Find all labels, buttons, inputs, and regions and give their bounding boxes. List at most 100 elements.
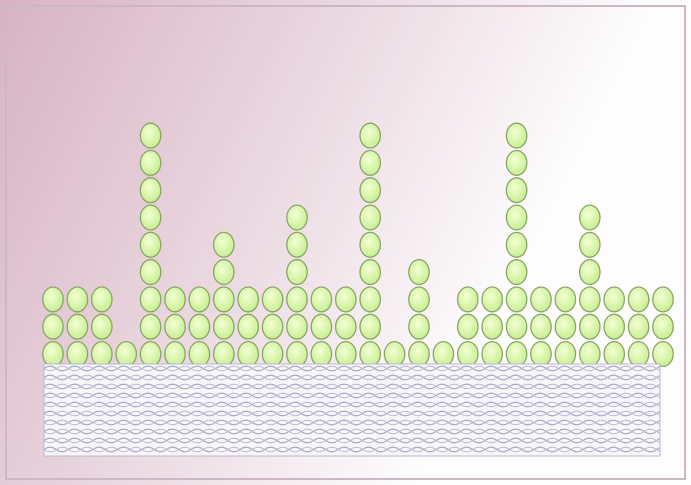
bar-bead xyxy=(603,313,626,340)
bar-bead xyxy=(212,340,235,368)
bar-bead xyxy=(578,286,601,313)
bar-bead xyxy=(359,340,382,368)
bar-bead xyxy=(188,340,211,368)
bar-bead xyxy=(261,340,284,368)
bar-column-11 xyxy=(286,204,308,368)
bar-bead xyxy=(90,340,113,368)
bar-column-13 xyxy=(334,286,357,368)
bar-column-23 xyxy=(578,204,601,368)
bar-bead xyxy=(505,286,528,313)
bar-bead xyxy=(432,340,455,368)
bar-column-17 xyxy=(432,340,455,368)
bar-bead xyxy=(334,340,357,368)
bar-bead xyxy=(212,259,235,286)
bar-bead xyxy=(481,313,504,340)
bar-bead xyxy=(90,286,113,313)
bar-bead xyxy=(505,122,528,149)
bar-bead xyxy=(652,340,674,368)
bar-bead xyxy=(212,313,235,340)
bar-bead xyxy=(42,340,64,368)
bar-bead xyxy=(481,286,504,313)
bars-layer xyxy=(42,122,674,368)
bar-bead xyxy=(505,149,528,176)
bar-column-19 xyxy=(481,286,504,368)
bar-column-14 xyxy=(359,122,382,368)
bar-bead xyxy=(383,340,406,368)
bar-column-6 xyxy=(164,286,186,368)
bar-bead xyxy=(603,340,626,368)
bar-bead xyxy=(359,204,382,231)
bar-bead xyxy=(505,313,528,340)
bar-bead xyxy=(627,286,650,313)
bar-column-16 xyxy=(408,259,430,368)
bar-bead xyxy=(359,286,382,313)
base-mesh-outline xyxy=(43,363,661,457)
bar-bead xyxy=(456,313,479,340)
bar-column-25 xyxy=(627,286,650,368)
bar-bead xyxy=(334,313,357,340)
bar-bead xyxy=(505,340,528,368)
bar-bead xyxy=(286,340,308,368)
bar-bead xyxy=(212,286,235,313)
bar-bead xyxy=(139,259,162,286)
bar-bead xyxy=(286,204,308,231)
bar-bead xyxy=(578,340,601,368)
bar-bead xyxy=(505,177,528,204)
bar-bead xyxy=(481,340,504,368)
bar-bead xyxy=(139,177,162,204)
bar-bead xyxy=(164,313,186,340)
bar-bead xyxy=(456,340,479,368)
bar-bead xyxy=(456,286,479,313)
bar-bead xyxy=(237,286,260,313)
bar-bead xyxy=(359,177,382,204)
bar-bead xyxy=(530,340,552,368)
bar-column-26 xyxy=(652,286,674,368)
bar-column-10 xyxy=(261,286,284,368)
bar-bead xyxy=(237,340,260,368)
bar-bead xyxy=(554,340,577,368)
bar-column-21 xyxy=(530,286,552,368)
bar-bead xyxy=(164,286,186,313)
bar-bead xyxy=(139,313,162,340)
bar-bead xyxy=(578,231,601,258)
bar-column-22 xyxy=(554,286,577,368)
bar-bead xyxy=(139,204,162,231)
bar-bead xyxy=(627,340,650,368)
bar-bead xyxy=(66,340,89,368)
bar-bead xyxy=(530,313,552,340)
bar-bead xyxy=(359,259,382,286)
bar-bead xyxy=(66,286,89,313)
bar-bead xyxy=(603,286,626,313)
bar-bead xyxy=(310,286,333,313)
chart-inner-border xyxy=(5,5,686,480)
base-mesh-block xyxy=(44,364,660,456)
bar-column-7 xyxy=(188,286,211,368)
bar-bead xyxy=(90,313,113,340)
bar-bead xyxy=(578,204,601,231)
bar-bead xyxy=(139,231,162,258)
bar-bead xyxy=(310,313,333,340)
bar-bead xyxy=(286,313,308,340)
bar-column-9 xyxy=(237,286,260,368)
bar-bead xyxy=(188,286,211,313)
bar-bead xyxy=(237,313,260,340)
bar-column-5 xyxy=(139,122,162,368)
bar-bead xyxy=(310,340,333,368)
bar-bead xyxy=(212,231,235,258)
bar-bead xyxy=(408,286,430,313)
bar-bead xyxy=(530,286,552,313)
bar-bead xyxy=(139,149,162,176)
bar-bead xyxy=(286,259,308,286)
bar-column-8 xyxy=(212,231,235,368)
bar-bead xyxy=(652,313,674,340)
bar-bead xyxy=(164,340,186,368)
bar-column-18 xyxy=(456,286,479,368)
bar-bead xyxy=(188,313,211,340)
bar-column-12 xyxy=(310,286,333,368)
bar-column-4 xyxy=(115,340,138,368)
bar-bead xyxy=(42,313,64,340)
bar-bead xyxy=(359,313,382,340)
bar-bead xyxy=(286,231,308,258)
